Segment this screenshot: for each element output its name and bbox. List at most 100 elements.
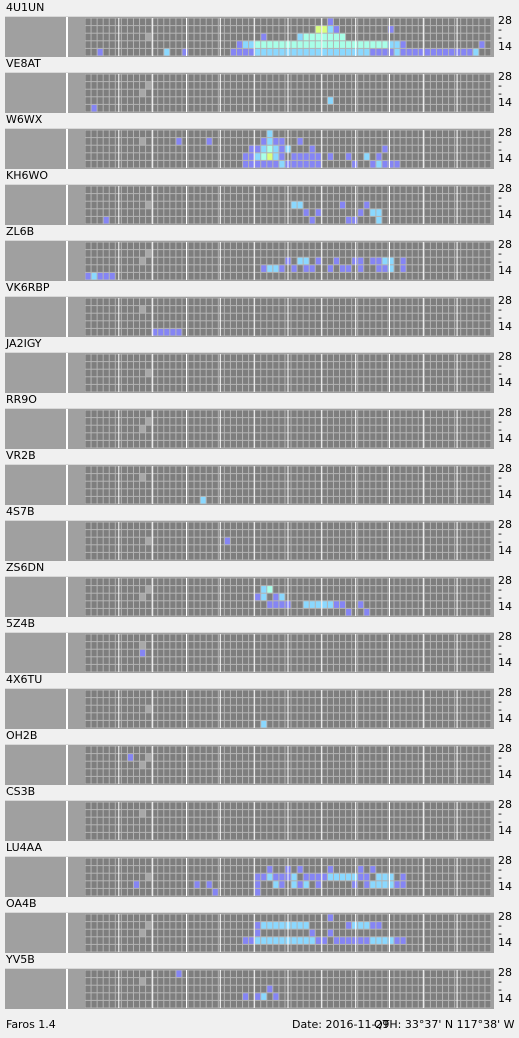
grid-cell — [218, 481, 224, 489]
signal-cell — [358, 257, 364, 265]
axis-tick: - — [498, 311, 502, 324]
grid-cell — [140, 328, 146, 336]
grid-cell — [315, 705, 321, 713]
grid-cell — [309, 74, 315, 82]
grid-cell — [176, 362, 182, 369]
grid-cell — [449, 474, 455, 481]
grid-cell — [436, 698, 443, 705]
grid-cell — [436, 160, 443, 168]
grid-cell — [479, 33, 485, 41]
grid-cell — [394, 354, 400, 362]
grid-cell — [188, 242, 194, 250]
grid-cell — [146, 746, 152, 754]
grid-cell — [230, 552, 236, 560]
grid-cell — [297, 642, 303, 649]
grid-cell — [418, 474, 424, 481]
grid-cell — [255, 313, 261, 321]
grid-cell — [467, 250, 473, 257]
grid-cell — [394, 257, 400, 265]
grid-cell — [152, 89, 158, 97]
grid-cell — [206, 321, 212, 328]
grid-cell — [358, 649, 364, 657]
grid-cell — [309, 537, 315, 545]
grid-cell — [394, 18, 400, 26]
grid-cell — [279, 552, 285, 560]
axis-tick: - — [498, 759, 502, 772]
grid-cell — [194, 433, 200, 440]
grid-cell — [140, 705, 146, 713]
grid-cell — [261, 26, 267, 33]
grid-cell — [297, 74, 303, 82]
grid-cell — [243, 593, 249, 601]
grid-cell — [194, 754, 200, 761]
grid-cell — [170, 410, 176, 418]
grid-cell — [443, 250, 449, 257]
grid-cell — [388, 657, 394, 664]
grid-cell — [473, 705, 479, 713]
signal-cell — [303, 48, 309, 56]
grid-cell — [273, 433, 279, 440]
grid-cell — [255, 649, 261, 657]
grid-cell — [327, 410, 333, 418]
grid-cell — [443, 537, 449, 545]
grid-cell — [479, 601, 485, 608]
grid-cell — [97, 18, 103, 26]
grid-cell — [406, 578, 412, 586]
grid-cell — [485, 705, 491, 713]
grid-cell — [388, 746, 394, 754]
grid-cell — [327, 306, 333, 313]
grid-cell — [109, 608, 115, 616]
grid-cell — [455, 384, 461, 392]
grid-cell — [279, 425, 285, 433]
grid-cell — [382, 242, 388, 250]
grid-cell — [279, 369, 285, 377]
grid-cell — [91, 313, 97, 321]
grid-cell — [224, 377, 230, 384]
grid-cell — [85, 209, 91, 216]
grid-cell — [297, 545, 303, 552]
grid-cell — [424, 201, 430, 209]
grid-cell — [249, 82, 255, 89]
grid-cell — [473, 242, 479, 250]
grid-cell — [176, 657, 182, 664]
grid-cell — [97, 664, 103, 672]
grid-cell — [340, 481, 346, 489]
grid-cell — [485, 418, 491, 425]
grid-cell — [455, 720, 461, 728]
grid-cell — [364, 89, 370, 97]
grid-cell — [109, 354, 115, 362]
grid-cell — [236, 306, 243, 313]
grid-cell — [309, 698, 315, 705]
grid-cell — [164, 186, 170, 194]
grid-cell — [467, 489, 473, 496]
signal-cell — [297, 33, 303, 41]
grid-cell — [164, 362, 170, 369]
grid-cell — [364, 250, 370, 257]
grid-cell — [406, 418, 412, 425]
grid-cell — [243, 209, 249, 216]
signal-cell — [273, 153, 279, 160]
grid-cell — [279, 201, 285, 209]
grid-cell — [146, 481, 152, 489]
grid-cell — [449, 186, 455, 194]
grid-cell — [473, 530, 479, 537]
grid-cell — [103, 26, 109, 33]
grid-cell — [352, 82, 358, 89]
grid-cell — [158, 754, 164, 761]
grid-cell — [340, 26, 346, 33]
grid-cell — [340, 761, 346, 769]
grid-cell — [382, 26, 388, 33]
grid-cell — [364, 298, 370, 306]
grid-cell — [418, 272, 424, 280]
grid-cell — [140, 776, 146, 784]
grid-cell — [303, 418, 309, 425]
grid-cell — [418, 578, 424, 586]
signal-cell — [376, 153, 382, 160]
grid-cell — [406, 601, 412, 608]
grid-cell — [473, 104, 479, 112]
grid-cell — [158, 522, 164, 530]
grid-cell — [200, 306, 206, 313]
grid-cell — [218, 33, 224, 41]
grid-cell — [152, 530, 158, 537]
grid-cell — [388, 761, 394, 769]
